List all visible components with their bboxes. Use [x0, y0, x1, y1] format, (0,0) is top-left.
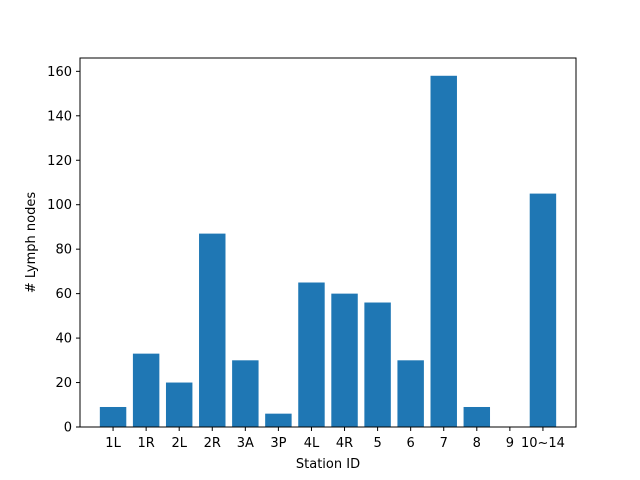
bar-1R [132, 353, 160, 427]
y-tick-label: 160 [47, 65, 72, 80]
bar-10~14 [529, 193, 557, 427]
x-tick-label: 2R [204, 436, 221, 451]
x-tick-label: 1R [137, 436, 154, 451]
x-tick-label: 6 [407, 436, 415, 451]
y-tick-label: 0 [64, 421, 72, 436]
bars-group [99, 75, 557, 427]
x-tick-label: 4L [304, 436, 320, 451]
x-tick-label: 10~14 [521, 436, 565, 451]
x-axis-label: Station ID [296, 457, 360, 472]
bar-4L [298, 282, 325, 427]
bar-5 [364, 302, 391, 427]
x-tick-label: 1L [105, 436, 121, 451]
bar-2L [165, 382, 193, 427]
x-tick-label: 7 [440, 436, 448, 451]
plot-frame [79, 57, 577, 428]
x-tick-label: 8 [473, 436, 481, 451]
x-axis: 1L 1R 2L 2R 3A 3P 4L 4R 5 6 7 8 9 10~14 [105, 427, 565, 451]
bar-3P [265, 413, 292, 427]
x-tick-label: 9 [506, 436, 514, 451]
bar-4R [331, 293, 358, 427]
y-tick-label: 80 [55, 243, 72, 258]
x-tick-label: 3P [270, 436, 286, 451]
y-axis: 0 20 40 60 80 100 120 140 160 [47, 65, 80, 436]
y-tick-label: 140 [47, 109, 72, 124]
bar-3A [232, 360, 259, 427]
x-tick-label: 2L [171, 436, 187, 451]
x-tick-label: 3A [237, 436, 254, 451]
y-tick-label: 100 [47, 198, 72, 213]
y-tick-label: 20 [55, 376, 72, 391]
x-tick-label: 4R [336, 436, 353, 451]
bar-7 [430, 75, 457, 427]
y-axis-label: # Lymph nodes [24, 192, 39, 293]
y-tick-label: 40 [55, 332, 72, 347]
bar-6 [397, 360, 424, 427]
y-tick-label: 60 [55, 287, 72, 302]
bar-1L [99, 406, 127, 427]
x-tick-label: 5 [373, 436, 381, 451]
y-tick-label: 120 [47, 154, 72, 169]
bar-8 [463, 406, 491, 427]
bar-2R [199, 233, 226, 427]
